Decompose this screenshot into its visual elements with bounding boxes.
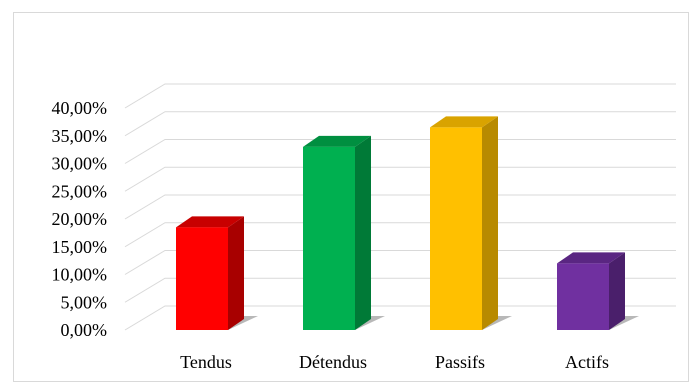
x-category-label: Passifs [435, 352, 485, 372]
x-axis-categories: Tendus Détendus Passifs Actifs [180, 352, 609, 372]
bar [303, 135, 385, 330]
bar-top [557, 252, 625, 264]
y-tick-label: 40,00% [52, 98, 108, 118]
gridline [124, 166, 676, 192]
y-tick-label: 10,00% [52, 265, 108, 285]
bar-side [355, 135, 371, 330]
gridlines [124, 83, 676, 331]
x-category-label: Actifs [565, 352, 609, 372]
bar-top [303, 135, 371, 147]
y-axis-ticks: 0,00% 5,00% 10,00% 15,00% 20,00% 25,00% 30,00%… [52, 98, 108, 340]
x-category-label: Tendus [180, 352, 232, 372]
gridline [124, 305, 676, 331]
bar-front [303, 146, 355, 330]
bar-side [482, 116, 498, 330]
bar-front [176, 227, 228, 330]
x-category-label: Détendus [299, 352, 367, 372]
bar-top [430, 116, 498, 128]
y-tick-label: 35,00% [52, 126, 108, 146]
gridline [124, 83, 676, 109]
bar [557, 252, 639, 330]
y-tick-label: 20,00% [52, 209, 108, 229]
gridline [124, 139, 676, 164]
bar-top [176, 216, 244, 228]
bar-side [228, 216, 244, 330]
gridline [124, 250, 676, 275]
y-tick-label: 5,00% [61, 292, 108, 312]
y-tick-label: 25,00% [52, 181, 108, 201]
bar-side [609, 252, 625, 330]
bar [176, 216, 258, 330]
gridline [124, 111, 676, 137]
gridline [124, 277, 676, 303]
y-tick-label: 15,00% [52, 237, 108, 257]
bar [430, 116, 512, 330]
y-tick-label: 30,00% [52, 154, 108, 174]
bar-front [430, 127, 482, 330]
gridline [124, 222, 676, 248]
bar-front [557, 263, 609, 330]
bars [176, 116, 639, 330]
gridline [124, 194, 676, 220]
y-tick-label: 0,00% [61, 320, 108, 340]
